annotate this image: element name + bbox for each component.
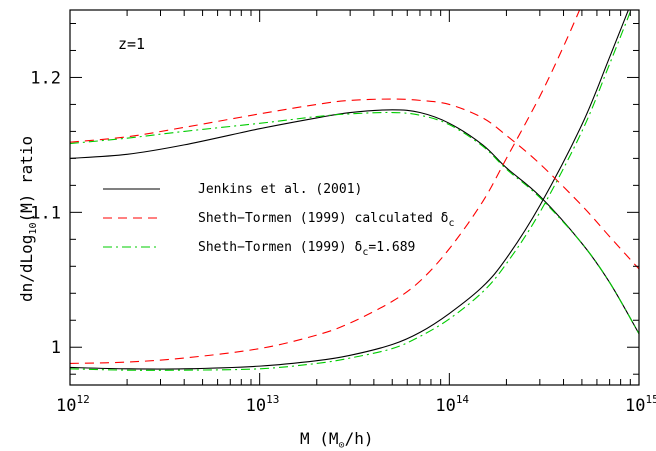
y-tick-label: 1	[51, 338, 61, 358]
x-tick-label: 1012	[56, 393, 90, 416]
x-axis-title: M (M⊙/h)	[300, 429, 373, 451]
legend: Jenkins et al. (2001) Sheth−Tormen (1999)…	[103, 182, 454, 258]
y-tick-label: 1.2	[30, 68, 61, 88]
x-tick-label: 1014	[435, 393, 469, 416]
series-line-sheth-tormen-calculated-b	[70, 10, 581, 364]
series-line-sheth-tormen-1689-b	[70, 10, 632, 371]
redshift-annotation: z=1	[118, 35, 145, 53]
ticks-group: 1012 1013 1014 1015 1 1.1 1.2	[30, 10, 656, 416]
series-line-jenkins-a	[70, 109, 639, 335]
y-axis-title: dn/dLog10(M) ratio	[17, 136, 39, 302]
plot-frame	[69, 9, 640, 386]
x-tick-label: 1013	[246, 393, 280, 416]
legend-label-sheth-tormen-1689: Sheth−Tormen (1999) δc=1.689	[198, 240, 415, 258]
y-tick-label: 1.1	[30, 203, 61, 223]
legend-label-sheth-tormen-calculated: Sheth−Tormen (1999) calculated δc	[198, 211, 454, 229]
curves-group	[70, 10, 639, 371]
series-line-sheth-tormen-calculated-a	[70, 98, 639, 270]
series-line-jenkins-b	[70, 10, 629, 370]
legend-label-jenkins: Jenkins et al. (2001)	[198, 182, 362, 197]
series-line-sheth-tormen-1689-a	[70, 111, 639, 335]
x-tick-label: 1015	[625, 393, 656, 416]
